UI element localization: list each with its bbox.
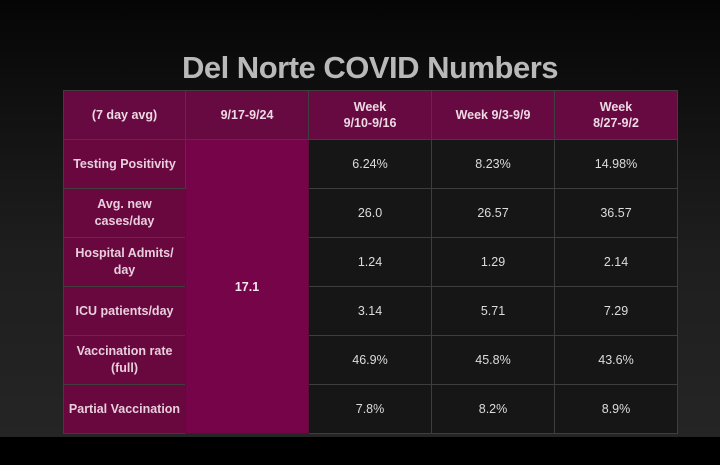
value-cell: 46.9% <box>308 335 432 385</box>
value-cell: 8.9% <box>554 384 678 434</box>
slide-title: Del Norte COVID Numbers <box>181 50 559 85</box>
value-cell: 7.8% <box>308 384 432 434</box>
value-cell: 14.98% <box>554 139 678 189</box>
value-cell: 26.57 <box>431 188 555 238</box>
value-cell: 5.71 <box>431 286 555 336</box>
table-row: ICU patients/day 3.14 5.71 7.29 <box>63 286 678 336</box>
table-row: Avg. new cases/day 26.0 26.57 36.57 <box>63 188 678 238</box>
covid-numbers-table: (7 day avg) 9/17-9/24 Week 9/10-9/16 Wee… <box>63 90 678 434</box>
table-row: Hospital Admits/ day 1.24 1.29 2.14 <box>63 237 678 287</box>
value-cell: 3.14 <box>308 286 432 336</box>
table-row: Partial Vaccination 7.8% 8.2% 8.9% <box>63 384 678 434</box>
value-cell: 43.6% <box>554 335 678 385</box>
table-row: Testing Positivity 17.1 6.24% 8.23% 14.9… <box>63 139 678 434</box>
header-metric: (7 day avg) <box>63 90 186 140</box>
value-cell: 6.24% <box>308 139 432 189</box>
row-label: Hospital Admits/ day <box>63 237 186 287</box>
value-cell: 7.29 <box>554 286 678 336</box>
bottom-bar <box>0 437 720 465</box>
value-cell: 1.24 <box>308 237 432 287</box>
header-week-9-3: Week 9/3-9/9 <box>431 90 555 140</box>
row-label: Vaccination rate (full) <box>63 335 186 385</box>
header-current-week: 9/17-9/24 <box>185 90 309 140</box>
value-cell: 26.0 <box>308 188 432 238</box>
value-cell: 8.2% <box>431 384 555 434</box>
current-week-cell: 17.1 <box>185 139 309 434</box>
value-cell: 36.57 <box>554 188 678 238</box>
header-week-9-10: Week 9/10-9/16 <box>308 90 432 140</box>
row-label: Testing Positivity <box>63 139 186 189</box>
row-label: ICU patients/day <box>63 286 186 336</box>
row-label: Partial Vaccination <box>63 384 186 434</box>
header-row: (7 day avg) 9/17-9/24 Week 9/10-9/16 Wee… <box>63 90 678 140</box>
header-week-8-27: Week 8/27-9/2 <box>554 90 678 140</box>
value-cell: 45.8% <box>431 335 555 385</box>
value-cell: 1.29 <box>431 237 555 287</box>
value-cell: 2.14 <box>554 237 678 287</box>
table-row: Vaccination rate (full) 46.9% 45.8% 43.6… <box>63 335 678 385</box>
value-cell: 8.23% <box>431 139 555 189</box>
row-label: Avg. new cases/day <box>63 188 186 238</box>
